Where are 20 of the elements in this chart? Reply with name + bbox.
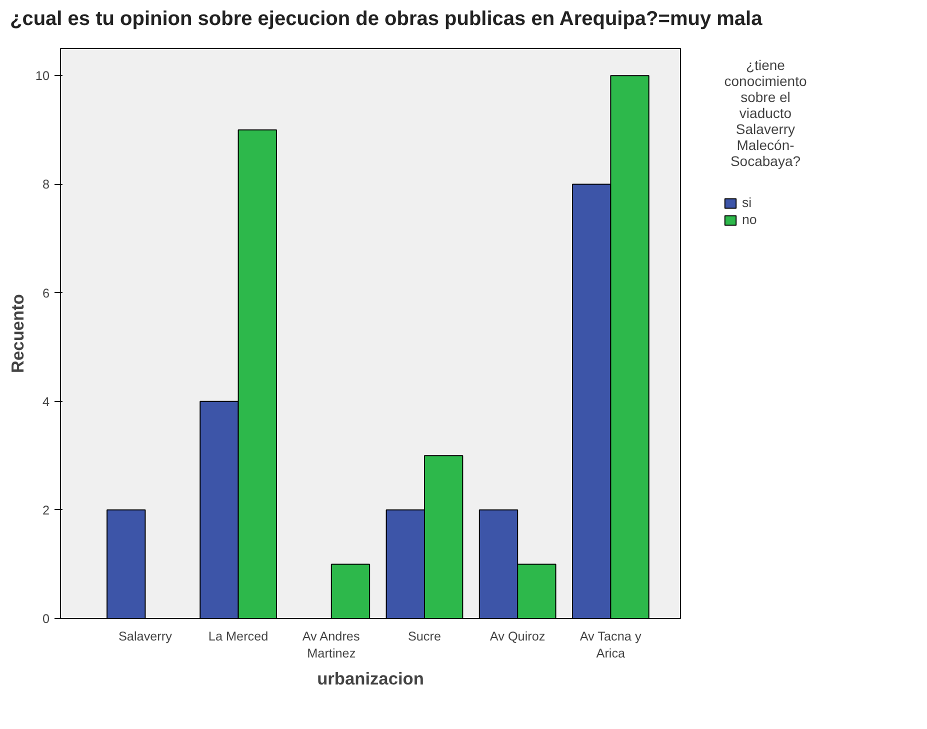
x-tick-label: Salaverry: [118, 630, 173, 644]
y-tick-label: 2: [42, 503, 50, 518]
legend-label: si: [742, 195, 753, 210]
x-tick-label: Sucre: [408, 630, 442, 644]
bar: [330, 564, 370, 618]
y-tick-label: 4: [42, 394, 50, 409]
x-axis-title: urbanizacion: [317, 668, 424, 688]
x-tick-label: Av Quiroz: [490, 630, 546, 644]
x-tick-label: Av Andres Martinez: [302, 630, 360, 660]
bar: [106, 509, 146, 618]
x-tick-label: Av Tacna y Arica: [580, 630, 642, 660]
y-tick-label: 10: [35, 69, 50, 84]
chart-title: ¿cual es tu opinion sobre ejecucion de obras publicas en Arequipa?=muy mala: [10, 7, 762, 32]
y-tick-label: 0: [42, 612, 50, 626]
y-tick-label: 8: [42, 178, 50, 192]
x-tick-label: La Merced: [208, 630, 268, 644]
y-tick-label: 6: [42, 286, 50, 300]
legend-label: no: [742, 212, 758, 227]
legend-title: ¿tiene conocimiento sobre el viaducto Salaverry Malecón-Socabaya?: [724, 57, 807, 170]
y-axis-title: Recuento: [7, 294, 28, 373]
